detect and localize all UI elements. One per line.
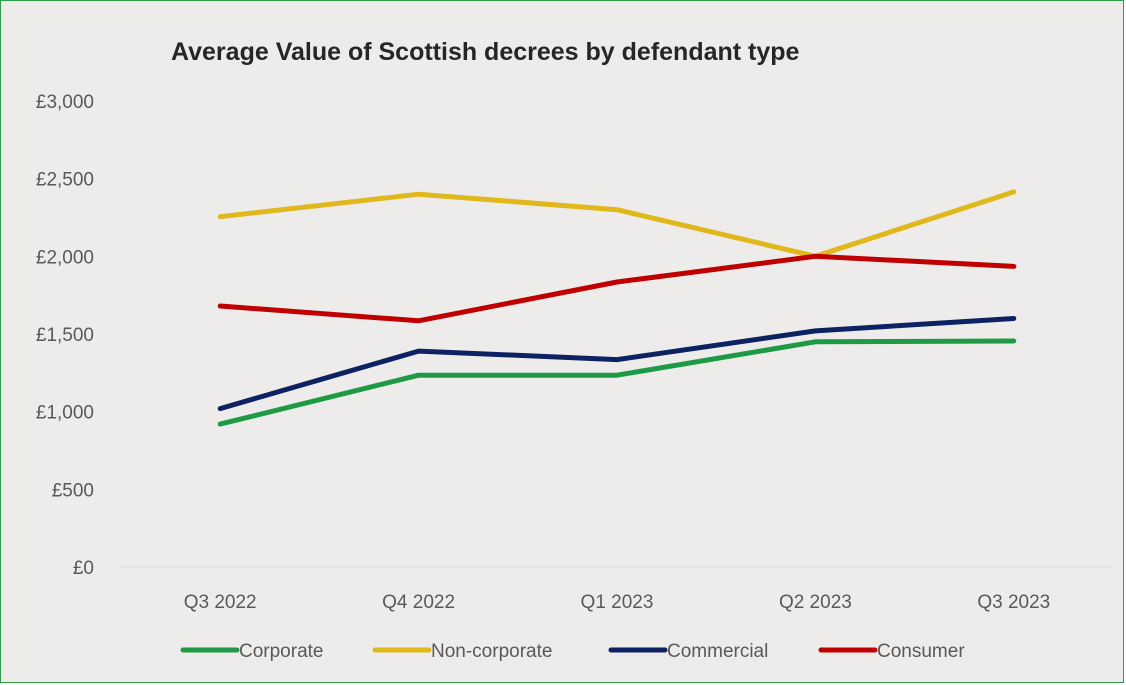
legend-label: Consumer <box>877 641 965 662</box>
y-tick-label: £500 <box>52 480 94 501</box>
legend-item-non-corporate[interactable]: Non-corporate <box>372 641 552 662</box>
y-tick-label: £1,000 <box>36 403 94 424</box>
series-line-consumer <box>217 253 1017 324</box>
x-tick-label: Q3 2022 <box>184 592 257 613</box>
legend-label: Commercial <box>667 641 768 662</box>
y-tick-label: £1,500 <box>36 325 94 346</box>
x-axis-labels: Q3 2022 Q4 2022 Q1 2023 Q2 2023 Q3 2023 <box>184 592 1051 613</box>
series-line-commercial <box>217 316 1017 412</box>
y-tick-label: £0 <box>73 558 94 579</box>
series-lines <box>217 189 1017 427</box>
y-tick-label: £3,000 <box>36 92 94 113</box>
legend-label: Non-corporate <box>431 641 552 662</box>
y-axis-labels: £0 £500 £1,000 £1,500 £2,000 £2,500 £3,000 <box>36 92 94 579</box>
x-tick-label: Q3 2023 <box>977 592 1050 613</box>
legend-label: Corporate <box>239 641 324 662</box>
y-tick-label: £2,500 <box>36 170 94 191</box>
series-line-non-corporate <box>217 189 1017 259</box>
y-tick-label: £2,000 <box>36 247 94 268</box>
x-tick-label: Q1 2023 <box>581 592 654 613</box>
series-line-corporate <box>217 338 1017 427</box>
legend-item-commercial[interactable]: Commercial <box>608 641 768 662</box>
legend-item-consumer[interactable]: Consumer <box>818 641 965 662</box>
x-tick-label: Q4 2022 <box>382 592 455 613</box>
x-tick-label: Q2 2023 <box>779 592 852 613</box>
legend[interactable]: Corporate Non-corporate Commercial Consumer <box>180 641 965 662</box>
legend-item-corporate[interactable]: Corporate <box>180 641 324 662</box>
chart-title: Average Value of Scottish decrees by def… <box>171 38 800 66</box>
